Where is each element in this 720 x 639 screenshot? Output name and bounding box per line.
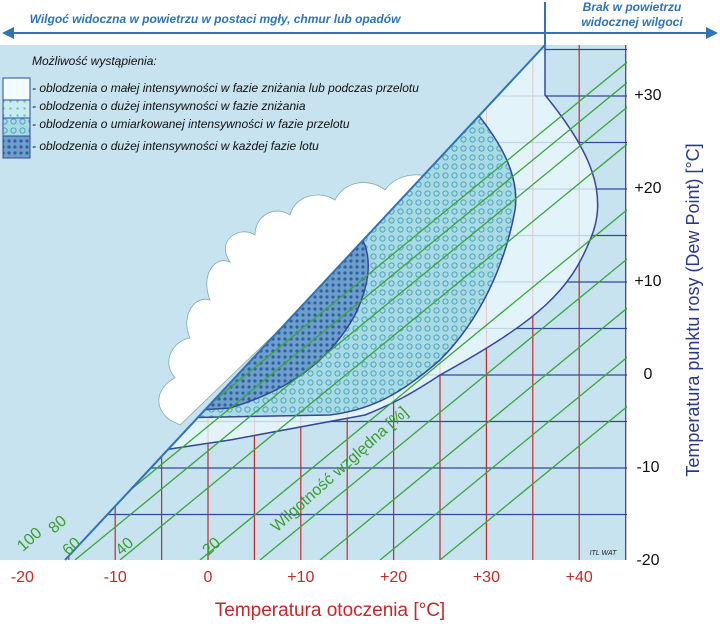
- legend-item: - oblodzenia o umiarkowanej intensywnośc…: [32, 117, 350, 131]
- legend-item: - oblodzenia o dużej intensywności w faz…: [32, 99, 306, 113]
- x-tick-label: -10: [104, 569, 127, 586]
- humidity-line: [319, 45, 627, 560]
- y-tick-label: -20: [636, 552, 659, 569]
- x-tick-label: +40: [566, 569, 593, 586]
- credit: ITL WAT: [590, 550, 618, 557]
- x-tick-label: +10: [287, 569, 314, 586]
- humidity-line: [74, 45, 627, 560]
- y-tick-label: +10: [634, 273, 661, 290]
- x-tick-label: 0: [204, 569, 213, 586]
- header-right: Brak w powietrzu: [583, 0, 682, 14]
- x-tick-label: +20: [380, 569, 407, 586]
- legend-swatch: [2, 135, 31, 159]
- saturation-line: [64, 44, 546, 561]
- header-left: Wilgoć widoczna w powietrzu w postaci mg…: [30, 12, 401, 26]
- humidity-line: [119, 45, 627, 560]
- arrow-head: [706, 27, 718, 39]
- x-axis-label: Temperatura otoczenia [°C]: [215, 600, 445, 621]
- humidity-line: [199, 45, 627, 560]
- y-tick-label: 0: [644, 366, 653, 383]
- y-axis-label: Temperatura punktu rosy (Dew Point) [°C]: [683, 143, 703, 476]
- header-right: widocznej wilgoci: [581, 15, 683, 29]
- legend-swatch: [2, 77, 31, 101]
- x-tick-label: +30: [473, 569, 500, 586]
- arrow-head: [2, 27, 14, 39]
- humidity-line: [65, 45, 627, 560]
- legend-title: Możliwość wystąpienia:: [32, 54, 157, 68]
- y-tick-label: -10: [636, 459, 659, 476]
- x-tick-label: -20: [11, 569, 34, 586]
- legend-item: - oblodzenia o małej intensywności w faz…: [32, 81, 419, 95]
- humidity-line: [259, 45, 627, 560]
- y-tick-label: +20: [634, 180, 661, 197]
- humidity-line: [379, 45, 627, 560]
- legend-swatch: [2, 99, 31, 119]
- legend-swatch: [2, 117, 31, 137]
- humidity-line: [439, 45, 627, 560]
- y-tick-label: +30: [634, 87, 661, 104]
- legend-item: - oblodzenia o dużej intensywności w każ…: [32, 139, 319, 153]
